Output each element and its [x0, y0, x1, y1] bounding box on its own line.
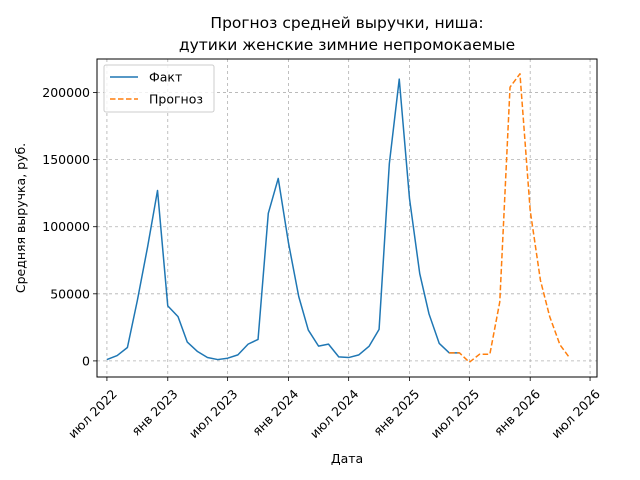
y-tick-label: 0 — [82, 353, 90, 368]
chart-title-line-1: Прогноз средней выручки, ниша: — [210, 14, 483, 32]
x-tick-label: янв 2026 — [491, 386, 543, 438]
legend: Факт Прогноз — [103, 64, 215, 113]
grid — [97, 59, 597, 377]
x-tick-label: июл 2023 — [186, 386, 241, 441]
series-line-forecast — [449, 73, 571, 363]
x-tick-label: янв 2023 — [128, 386, 180, 438]
plot-frame — [96, 58, 598, 378]
x-tick-label: июл 2022 — [65, 386, 120, 441]
legend-label-forecast: Прогноз — [149, 92, 203, 107]
x-tick-label: янв 2024 — [249, 386, 301, 438]
x-tick-label: июл 2024 — [307, 386, 362, 441]
chart-title-line-2: дутики женские зимние непромокаемые — [179, 36, 515, 54]
y-tick-label: 100000 — [42, 219, 90, 234]
x-tick-label: июл 2025 — [428, 386, 483, 441]
y-axis-label: Средняя выручка, руб. — [13, 143, 28, 293]
x-tick-label: июл 2026 — [548, 386, 603, 441]
y-tick-label: 200000 — [42, 85, 90, 100]
x-axis-label: Дата — [331, 451, 363, 466]
y-tick-label: 150000 — [42, 152, 90, 167]
series-line-fact — [106, 78, 460, 361]
ticks: июл 2022 янв 2023 июл 2023 янв 2024 июл 2024… — [42, 85, 603, 441]
series-layer — [106, 73, 571, 363]
x-tick-label: янв 2025 — [370, 386, 422, 438]
y-tick-label: 50000 — [50, 286, 90, 301]
legend-label-fact: Факт — [149, 70, 182, 85]
